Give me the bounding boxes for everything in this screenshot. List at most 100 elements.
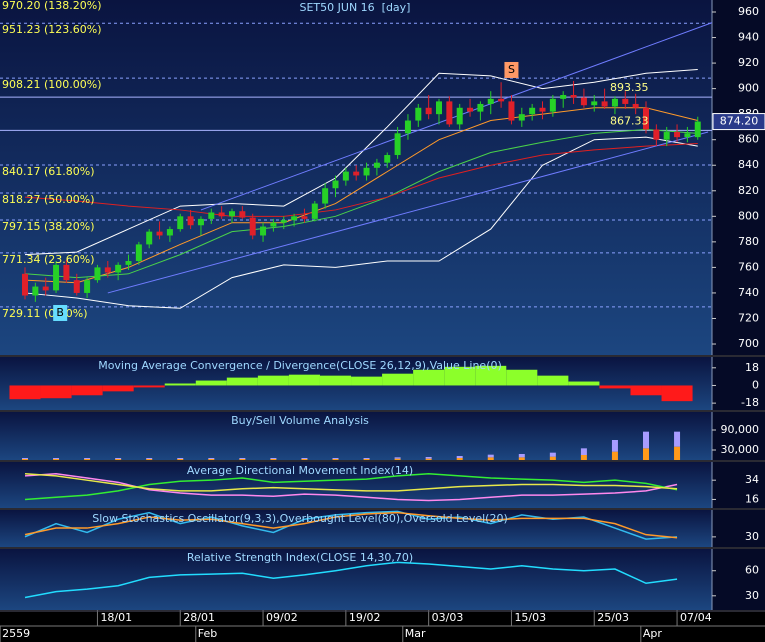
y-tick-label: 16 — [745, 492, 759, 505]
panel-title: Slow Stochastics Oscillator(9,3,3),Overb… — [92, 512, 508, 525]
candle-body — [229, 211, 235, 217]
bar-segment — [146, 458, 153, 459]
y-tick-label: 800 — [738, 209, 759, 222]
axis-background — [712, 0, 765, 355]
bar-segment — [301, 458, 308, 459]
bar — [413, 369, 445, 386]
panel-background — [0, 549, 712, 610]
bar — [257, 375, 289, 386]
bar-segment — [674, 446, 681, 460]
candle-body — [694, 121, 701, 138]
y-tick-label: 30 — [745, 530, 759, 543]
bar — [226, 377, 258, 386]
candle-body — [73, 280, 80, 293]
bar — [319, 375, 352, 386]
y-tick-label: 34 — [745, 473, 759, 486]
candle-body — [260, 226, 267, 236]
candle-body — [508, 101, 515, 121]
y-tick-label: 860 — [738, 133, 759, 146]
candle-body — [32, 286, 39, 296]
y-tick-label: 60 — [745, 564, 759, 577]
month-tick-label: Feb — [198, 627, 217, 640]
candle-body — [477, 103, 484, 112]
bar-segment — [239, 459, 246, 460]
panel-title: Average Directional Movement Index(14) — [187, 464, 413, 477]
signal-box — [504, 61, 519, 78]
candle-body — [404, 120, 411, 134]
candle-body — [653, 129, 660, 140]
bar-segment — [425, 457, 432, 459]
y-tick-label: 900 — [738, 82, 759, 95]
bar-segment — [270, 459, 277, 460]
candle-body — [498, 98, 505, 102]
candle-body — [436, 101, 442, 115]
fib-label: 908.21 (100.00%) — [2, 78, 102, 91]
y-tick-label: 960 — [738, 5, 759, 18]
bar-segment — [146, 459, 153, 460]
candle-body — [529, 107, 536, 115]
y-tick-label: 700 — [738, 337, 759, 350]
y-tick-label: 30 — [745, 589, 759, 602]
candle-body — [270, 222, 277, 227]
candle-body — [146, 231, 153, 245]
y-tick-label: -18 — [741, 396, 759, 409]
last-price-label: 874.20 — [720, 115, 759, 128]
candle-body — [208, 212, 215, 219]
bar — [195, 380, 227, 386]
x-tick-label: 03/03 — [432, 611, 464, 624]
bar-segment — [394, 457, 401, 459]
candle-body — [156, 231, 163, 236]
candle-body — [446, 101, 453, 125]
candle-body — [94, 267, 101, 281]
candle-body — [674, 132, 681, 138]
candle-body — [353, 171, 360, 176]
bar — [599, 385, 631, 389]
bar — [382, 373, 414, 386]
candle-body — [342, 171, 349, 181]
bar — [661, 385, 693, 402]
candle-body — [53, 264, 60, 291]
bar-segment — [549, 456, 556, 460]
axis-background — [712, 462, 765, 508]
bar-segment — [549, 452, 556, 457]
candle-body — [560, 95, 567, 99]
candle-body — [632, 103, 639, 108]
signal-label: B — [56, 306, 64, 319]
candle-body — [643, 107, 649, 130]
candle-body — [311, 203, 318, 219]
candle-body — [115, 264, 122, 273]
candle-body — [456, 107, 463, 125]
candle-body — [22, 273, 28, 296]
fib-label: 771.34 (23.60%) — [2, 253, 95, 266]
bar — [288, 374, 320, 386]
bar-segment — [301, 459, 308, 460]
candle-body — [301, 216, 308, 219]
axis-background — [712, 412, 765, 460]
candle-body — [187, 216, 194, 226]
y-tick-label: 840 — [738, 158, 759, 171]
bar-segment — [208, 458, 215, 459]
plot — [22, 431, 681, 460]
x-tick-label: 25/03 — [597, 611, 629, 624]
panel-background — [0, 510, 712, 547]
candle-body — [104, 267, 111, 273]
bar-segment — [518, 457, 525, 460]
y-tick-label: 740 — [738, 286, 759, 299]
axis-background — [712, 549, 765, 610]
panel-title: SET50 JUN 16 [day] — [300, 1, 411, 14]
bar-segment — [208, 459, 215, 460]
overlay-line — [24, 68, 698, 256]
overlay-line — [24, 143, 698, 217]
x-tick-label: 07/04 — [680, 611, 712, 624]
bar-segment — [115, 458, 122, 459]
y-tick-label: 0 — [752, 378, 759, 391]
bar — [537, 375, 569, 386]
plot — [24, 473, 678, 502]
y-tick-label: 30,000 — [721, 443, 760, 456]
bar-segment — [363, 458, 370, 459]
bar — [444, 366, 476, 386]
candle-body — [394, 133, 401, 156]
bar-segment — [22, 458, 28, 459]
fib-label: 818.27 (50.00%) — [2, 193, 95, 206]
